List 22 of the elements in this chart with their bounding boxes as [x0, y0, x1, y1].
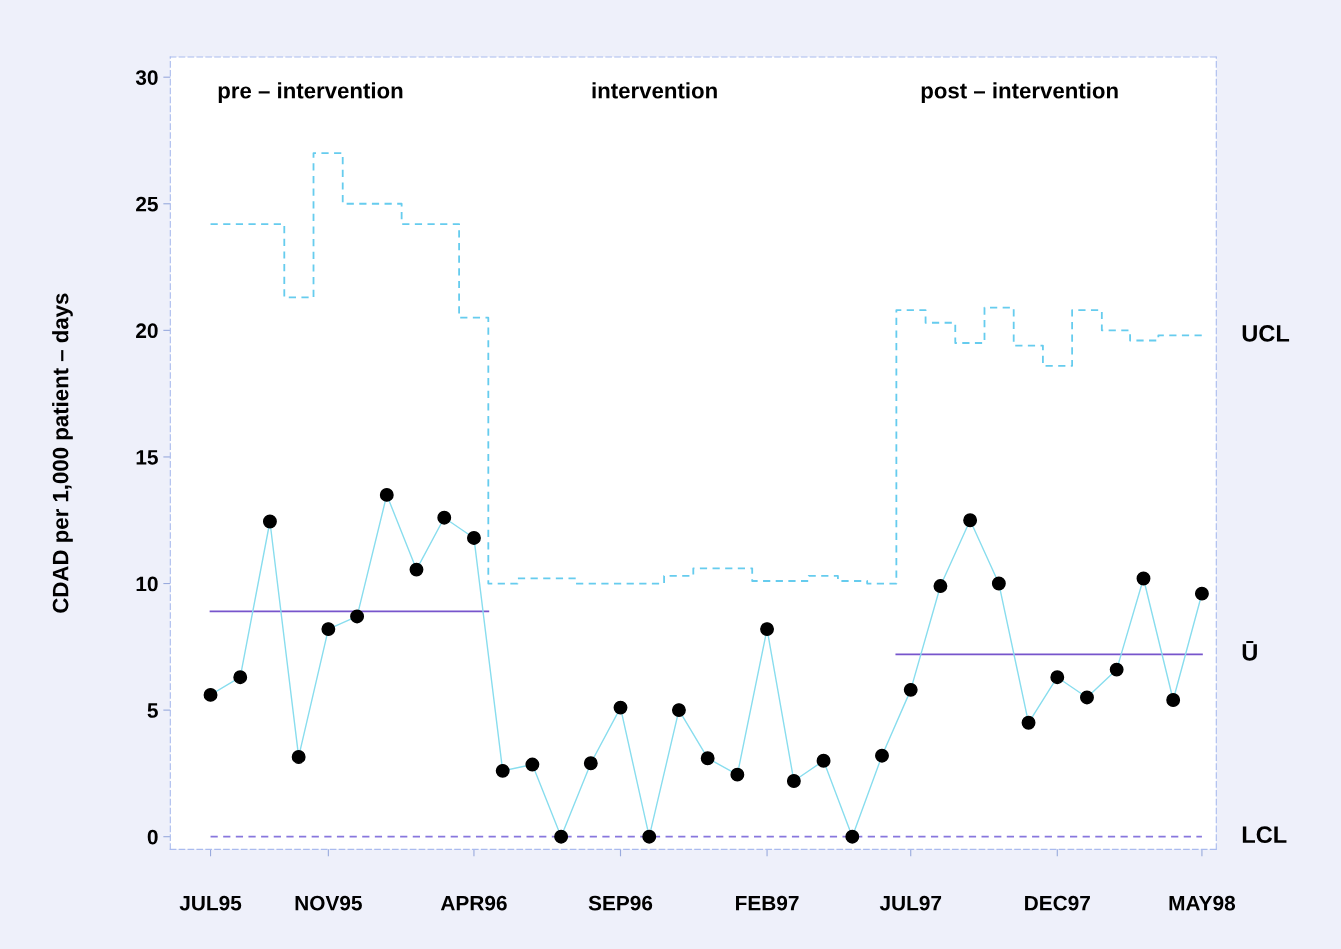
series-label: UCL — [1242, 325, 1290, 342]
x-tick-label: JUL97 — [879, 895, 942, 911]
y-tick-label: 5 — [147, 703, 158, 718]
y-tick-label: 25 — [136, 196, 158, 212]
x-tick-label: NOV95 — [295, 895, 362, 911]
y-axis-title: CDAD per 1,000 patient – days — [52, 293, 73, 613]
y-tick-label: 15 — [136, 450, 158, 465]
annotation: intervention — [592, 82, 717, 99]
x-tick-label: SEP96 — [588, 895, 653, 911]
y-tick-label: 0 — [147, 829, 158, 845]
x-tick-label: DEC97 — [1025, 895, 1090, 911]
series-label: Ū — [1242, 640, 1257, 661]
x-tick-label: MAY98 — [1169, 895, 1236, 911]
y-tick-label: 20 — [136, 323, 158, 339]
x-tick-label: APR96 — [440, 895, 507, 911]
x-tick-label: JUL95 — [179, 895, 242, 911]
x-tick-label: FEB97 — [736, 895, 799, 911]
series-label: LCL — [1242, 826, 1287, 844]
annotation: pre – intervention — [218, 82, 403, 103]
y-tick-label: 30 — [135, 70, 158, 85]
y-tick-label: 10 — [136, 576, 158, 592]
annotation: post – intervention — [921, 82, 1118, 103]
